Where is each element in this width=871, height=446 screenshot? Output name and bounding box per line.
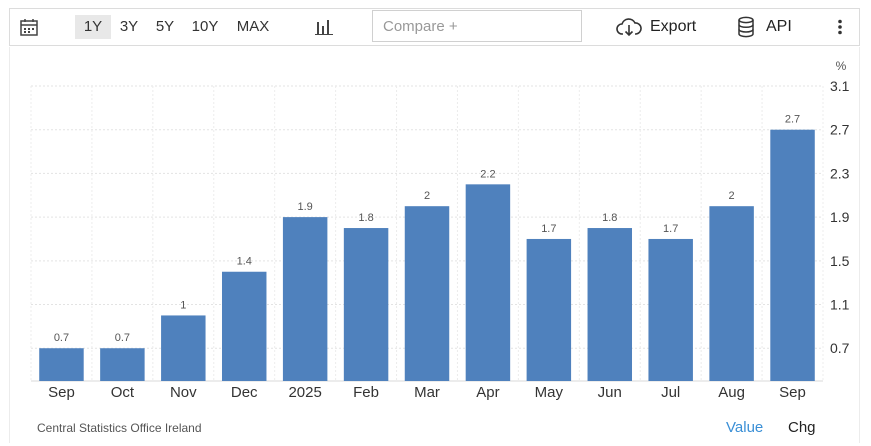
bar-value-label: 1.8 (358, 212, 373, 224)
calendar-icon[interactable] (19, 17, 39, 42)
bar[interactable] (587, 228, 633, 381)
bar[interactable] (161, 315, 206, 381)
bar-value-label: 1.7 (663, 223, 678, 235)
x-tick-label: Apr (476, 384, 499, 401)
bar-value-label: 0.7 (54, 332, 69, 344)
range-3y-button[interactable]: 3Y (119, 18, 139, 35)
range-max-button[interactable]: MAX (236, 18, 270, 35)
x-tick-label: Dec (231, 384, 258, 401)
value-labels: 0.7 0.7 1 1.4 1.9 1.8 2 2.2 1.7 1.8 1.7 2 2.7 (54, 114, 800, 345)
more-vertical-icon[interactable] (835, 18, 845, 41)
bar-value-label: 1.9 (298, 201, 313, 213)
compare-input[interactable] (372, 10, 582, 42)
bar[interactable] (100, 348, 145, 381)
bar[interactable] (648, 238, 693, 381)
y-tick-label: 1.5 (830, 253, 850, 269)
y-tick-label: 2.3 (830, 165, 850, 181)
bar[interactable] (343, 228, 389, 381)
x-tick-label: Sep (48, 384, 75, 401)
y-tick-label: 0.7 (830, 340, 850, 356)
chart-toolbar: 1Y 3Y 5Y 10Y MAX Export API (9, 8, 860, 46)
bar[interactable] (39, 348, 84, 381)
bar[interactable] (282, 217, 328, 381)
value-toggle[interactable]: Value (726, 419, 764, 436)
bar[interactable] (709, 206, 754, 381)
x-tick-label: Nov (170, 384, 197, 401)
x-tick-label: May (535, 384, 564, 401)
bar-value-label: 2.2 (480, 168, 495, 180)
export-button[interactable]: Export (650, 18, 697, 35)
range-1y-button[interactable]: 1Y (75, 15, 111, 39)
bar[interactable] (221, 271, 267, 381)
chg-toggle[interactable]: Chg (788, 419, 816, 436)
x-tick-label: Feb (353, 384, 379, 401)
range-5y-button[interactable]: 5Y (155, 18, 175, 35)
y-axis-labels: 3.1 2.7 2.3 1.9 1.5 1.1 0.7 (830, 78, 850, 356)
y-axis-unit: % (836, 59, 847, 73)
x-axis-labels: Sep Oct Nov Dec 2025 Feb Mar Apr May Jun Jul Aug Sep (48, 384, 806, 401)
x-tick-label: Oct (111, 384, 135, 401)
range-10y-button[interactable]: 10Y (191, 18, 219, 35)
x-tick-label: Mar (414, 384, 440, 401)
bar-value-label: 0.7 (115, 332, 130, 344)
bar[interactable] (465, 184, 511, 381)
bar-value-label: 2.7 (785, 114, 800, 126)
bar-value-label: 2 (729, 190, 735, 202)
bar-chart-icon[interactable] (315, 18, 333, 41)
x-tick-label: 2025 (288, 384, 321, 401)
database-icon[interactable] (737, 16, 755, 43)
bar[interactable] (404, 206, 450, 381)
bar-value-label: 1.7 (541, 223, 556, 235)
x-tick-label: Jun (598, 384, 622, 401)
x-tick-label: Sep (779, 384, 806, 401)
y-tick-label: 1.9 (830, 209, 850, 225)
x-tick-label: Aug (718, 384, 745, 401)
bar-value-label: 1.4 (237, 256, 252, 268)
y-tick-label: 3.1 (830, 78, 850, 94)
bar[interactable] (770, 129, 815, 381)
cloud-download-icon[interactable] (616, 16, 642, 43)
bar[interactable] (526, 238, 572, 381)
x-tick-label: Jul (661, 384, 680, 401)
bars (39, 129, 815, 381)
source-note: Central Statistics Office Ireland (37, 421, 202, 435)
bar-value-label: 1.8 (602, 212, 617, 224)
bar-value-label: 2 (424, 190, 430, 202)
y-tick-label: 1.1 (830, 297, 850, 313)
api-button[interactable]: API (766, 18, 792, 35)
bar-value-label: 1 (180, 299, 186, 311)
chart-frame (9, 47, 860, 443)
y-tick-label: 2.7 (830, 122, 850, 138)
